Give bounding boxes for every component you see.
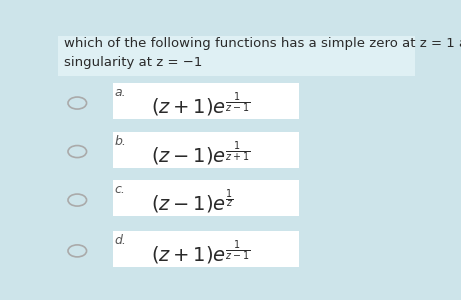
Text: c.: c. xyxy=(115,183,126,196)
Text: $(z - 1)e^{\frac{1}{z}}$: $(z - 1)e^{\frac{1}{z}}$ xyxy=(150,188,233,216)
Text: which of the following functions has a simple zero at z = 1 and an essential
sin: which of the following functions has a s… xyxy=(64,37,461,69)
Text: $(z+1)e^{\frac{1}{z-1}}$: $(z+1)e^{\frac{1}{z-1}}$ xyxy=(150,238,250,267)
Text: $(z-1)e^{\frac{1}{z+1}}$: $(z-1)e^{\frac{1}{z+1}}$ xyxy=(150,139,250,168)
Text: a.: a. xyxy=(115,86,126,99)
Text: b.: b. xyxy=(115,135,127,148)
FancyBboxPatch shape xyxy=(113,180,299,216)
FancyBboxPatch shape xyxy=(58,36,415,76)
FancyBboxPatch shape xyxy=(113,231,299,267)
Text: $(z + 1)e^{\frac{1}{z-1}}$: $(z + 1)e^{\frac{1}{z-1}}$ xyxy=(150,91,250,119)
Text: d.: d. xyxy=(115,234,127,247)
FancyBboxPatch shape xyxy=(113,132,299,168)
FancyBboxPatch shape xyxy=(113,83,299,119)
